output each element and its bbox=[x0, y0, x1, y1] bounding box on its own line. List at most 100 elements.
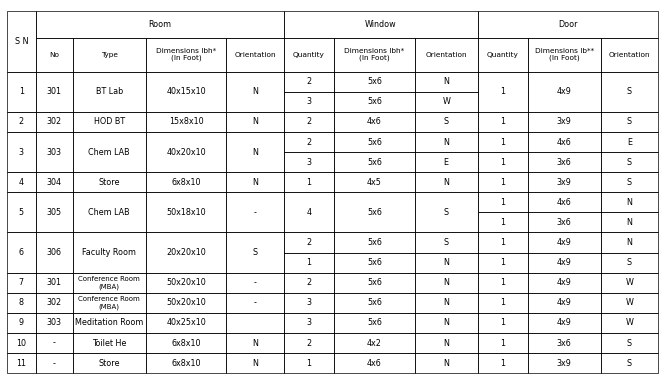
Text: 1: 1 bbox=[500, 158, 505, 167]
Text: 1: 1 bbox=[307, 178, 312, 187]
Bar bbox=[36, 233, 72, 273]
Bar bbox=[415, 152, 477, 172]
Bar bbox=[600, 172, 658, 192]
Bar bbox=[284, 132, 334, 152]
Text: S: S bbox=[627, 258, 632, 267]
Text: 1: 1 bbox=[307, 359, 312, 368]
Bar bbox=[72, 132, 146, 172]
Text: S: S bbox=[627, 339, 632, 348]
Text: 3: 3 bbox=[307, 97, 312, 106]
Bar bbox=[477, 353, 528, 373]
Bar bbox=[36, 273, 72, 293]
Bar bbox=[227, 112, 284, 132]
Text: 304: 304 bbox=[47, 178, 62, 187]
Bar bbox=[415, 253, 477, 273]
Bar bbox=[7, 353, 36, 373]
Bar bbox=[284, 92, 334, 112]
Bar bbox=[146, 112, 227, 132]
Text: 11: 11 bbox=[16, 359, 26, 368]
Text: Orientation: Orientation bbox=[608, 52, 650, 58]
Text: 6x8x10: 6x8x10 bbox=[172, 178, 201, 187]
Bar bbox=[528, 212, 600, 233]
Bar bbox=[477, 38, 528, 72]
Bar bbox=[284, 353, 334, 373]
Bar bbox=[334, 152, 415, 172]
Bar bbox=[284, 112, 334, 132]
Text: 2: 2 bbox=[307, 339, 312, 348]
Text: 20x20x10: 20x20x10 bbox=[166, 248, 206, 257]
Bar bbox=[36, 132, 72, 172]
Text: Store: Store bbox=[98, 178, 120, 187]
Bar bbox=[600, 192, 658, 212]
Text: 4: 4 bbox=[307, 208, 312, 217]
Text: 1: 1 bbox=[500, 178, 505, 187]
Text: 4x9: 4x9 bbox=[557, 238, 572, 247]
Text: Door: Door bbox=[559, 20, 578, 29]
Text: E: E bbox=[627, 138, 632, 147]
Bar bbox=[72, 192, 146, 233]
Text: 5x6: 5x6 bbox=[367, 77, 382, 86]
Text: -: - bbox=[254, 278, 257, 287]
Bar bbox=[415, 293, 477, 313]
Bar bbox=[334, 293, 415, 313]
Bar bbox=[415, 38, 477, 72]
Text: 4x9: 4x9 bbox=[557, 298, 572, 307]
Text: 1: 1 bbox=[19, 87, 24, 96]
Bar bbox=[146, 38, 227, 72]
Text: 8: 8 bbox=[19, 298, 24, 307]
Text: 1: 1 bbox=[500, 278, 505, 287]
Bar bbox=[36, 112, 72, 132]
Text: S: S bbox=[627, 178, 632, 187]
Bar bbox=[477, 132, 528, 152]
Text: Dimensions lb**
(In Foot): Dimensions lb** (In Foot) bbox=[535, 48, 594, 61]
Text: 3: 3 bbox=[307, 319, 312, 328]
Bar bbox=[600, 72, 658, 112]
Bar bbox=[36, 38, 72, 72]
Text: S: S bbox=[444, 117, 449, 126]
Text: 3x6: 3x6 bbox=[557, 158, 572, 167]
Text: 301: 301 bbox=[47, 278, 62, 287]
Text: 3: 3 bbox=[307, 298, 312, 307]
Text: N: N bbox=[252, 339, 258, 348]
Text: Faculty Room: Faculty Room bbox=[82, 248, 136, 257]
Text: 4x6: 4x6 bbox=[367, 117, 382, 126]
Bar bbox=[7, 72, 36, 112]
Text: 4x9: 4x9 bbox=[557, 319, 572, 328]
Bar bbox=[72, 353, 146, 373]
Bar bbox=[284, 38, 334, 72]
Bar bbox=[36, 313, 72, 333]
Text: 3: 3 bbox=[307, 158, 312, 167]
Text: Dimensions lbh*
(In Foot): Dimensions lbh* (In Foot) bbox=[156, 48, 216, 61]
Text: N: N bbox=[444, 258, 449, 267]
Text: 1: 1 bbox=[500, 359, 505, 368]
Text: Meditation Room: Meditation Room bbox=[75, 319, 144, 328]
Bar bbox=[227, 353, 284, 373]
Bar bbox=[528, 353, 600, 373]
Bar bbox=[600, 112, 658, 132]
Text: N: N bbox=[444, 359, 449, 368]
Text: N: N bbox=[444, 278, 449, 287]
Text: 10: 10 bbox=[16, 339, 26, 348]
Text: HOD BT: HOD BT bbox=[94, 117, 125, 126]
Bar bbox=[7, 11, 36, 72]
Text: 4x6: 4x6 bbox=[367, 359, 382, 368]
Bar bbox=[600, 233, 658, 253]
Text: 4x6: 4x6 bbox=[557, 198, 572, 207]
Text: -: - bbox=[254, 208, 257, 217]
Bar bbox=[415, 132, 477, 152]
Bar bbox=[477, 253, 528, 273]
Text: N: N bbox=[626, 238, 632, 247]
Text: 40x15x10: 40x15x10 bbox=[166, 87, 206, 96]
Text: 6x8x10: 6x8x10 bbox=[172, 359, 201, 368]
Text: 1: 1 bbox=[500, 198, 505, 207]
Text: N: N bbox=[252, 178, 258, 187]
Text: BT Lab: BT Lab bbox=[96, 87, 123, 96]
Text: 3x9: 3x9 bbox=[557, 117, 572, 126]
Text: 5x6: 5x6 bbox=[367, 208, 382, 217]
Bar bbox=[72, 172, 146, 192]
Text: Quantity: Quantity bbox=[487, 52, 519, 58]
Bar bbox=[146, 172, 227, 192]
Bar bbox=[600, 253, 658, 273]
Bar bbox=[528, 132, 600, 152]
Bar bbox=[477, 313, 528, 333]
